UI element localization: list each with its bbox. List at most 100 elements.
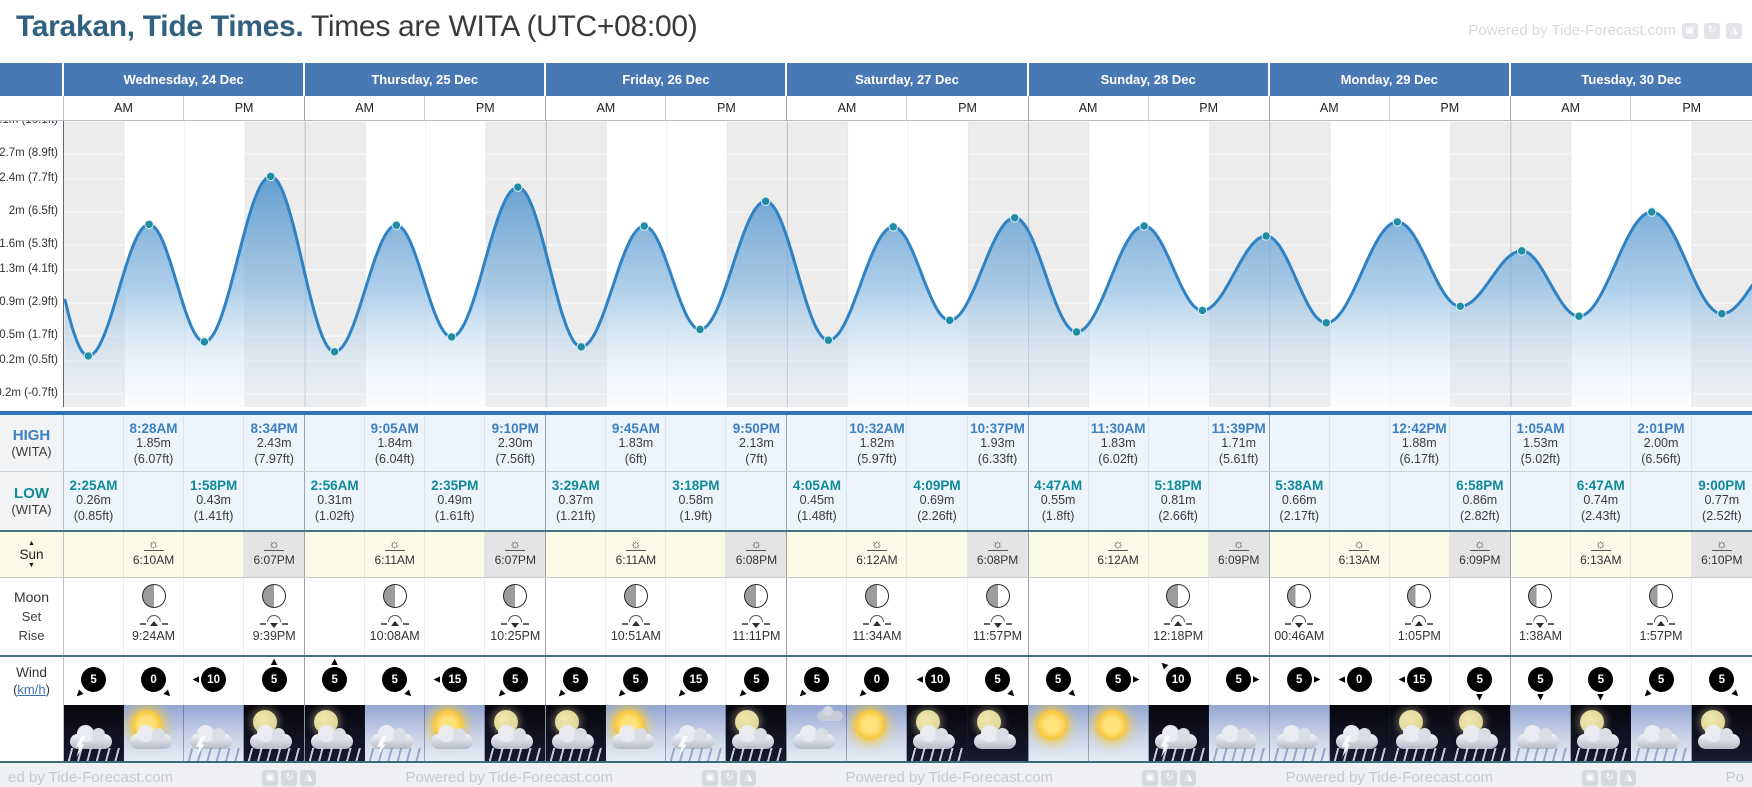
sun-cell (1631, 532, 1692, 577)
high-tide-cell: 2:01PM 2.00m (6.56ft) (1631, 415, 1692, 471)
wind-unit-link[interactable]: km/h (17, 681, 46, 697)
wind-arrow-n: ▲ (329, 656, 341, 668)
moon-cell: 12:18PM (1149, 578, 1209, 655)
tide-extreme-dot (446, 332, 457, 342)
high-tide-time: 12:42PM (1391, 421, 1447, 436)
wind-arrow-s: ▲ (1474, 691, 1486, 703)
moon-caret (149, 621, 158, 626)
high-tide-time: 9:10PM (491, 421, 539, 436)
y-axis-tick-label: 3.1m (10.1ft) (0, 121, 58, 126)
moon-day-group: 00:46AM 1:05PM (1270, 578, 1511, 655)
low-tide-row-label: LOW (WITA) (0, 472, 64, 530)
moon-caret (1174, 621, 1183, 626)
wind-row: Wind (km/h) 5 ▲ 0 ▲ 10 ▲ 5 ▲ 5 ▲ 5 ▲ 15 ▲ 5 ▲ 5 ▲ 5 ▲ 15 ▲ 5 ▲ 5… (0, 657, 1752, 705)
low-label: LOW (14, 485, 49, 502)
weather-layer-rain (1449, 748, 1510, 761)
license-badge-icon: ▣ (1142, 769, 1159, 786)
wind-direction-arrow-icon: 5 ▲ (493, 667, 528, 702)
low-tide-cell: 4:47AM 0.55m (1.8ft) (1029, 472, 1089, 530)
wind-arrow-e: ▲ (1129, 674, 1142, 685)
weather-layer-cloud (1395, 725, 1438, 749)
high-tide-height-ft: (7ft) (745, 451, 768, 466)
day-header: Sunday, 28 Dec (1028, 63, 1270, 96)
high-tide-time: 8:34PM (250, 421, 298, 436)
wind-direction-arrow-icon: 5 ▲ (1045, 667, 1081, 702)
wind-cell: 5 ▲ (546, 657, 607, 705)
tide-extreme-dot (944, 315, 955, 326)
wind-direction-arrow-icon: 5 ▲ (1467, 667, 1493, 703)
weather-day-group (1028, 705, 1270, 761)
low-tide-cell: 4:09PM 0.69m (2.26ft) (907, 472, 968, 530)
moon-rise-time: 11:34AM (852, 629, 902, 643)
moon-phase-icon (744, 584, 769, 608)
wind-direction-arrow-icon: 15 ▲ (431, 667, 468, 692)
moon-cell (1692, 578, 1752, 655)
weather-layer-rain (485, 748, 546, 761)
low-tide-height-ft: (2.17ft) (1279, 508, 1320, 523)
low-tide-day-group: 3:29AM 0.37m (1.21ft) 3:18PM 0.58m (1.9ft) (546, 472, 788, 530)
moon-caret (1295, 623, 1304, 628)
sun-cell (64, 532, 125, 577)
moonrise-icon (380, 615, 409, 627)
moon-label: Moon (13, 589, 50, 606)
high-tide-cell: 8:28AM 1.85m (6.07ft) (124, 415, 185, 471)
low-tide-height-ft: (2.26ft) (917, 508, 957, 523)
moon-caret (752, 623, 761, 628)
high-tide-height-ft: (5.97ft) (857, 451, 897, 466)
high-tide-height-m: 1.93m (980, 436, 1015, 450)
weather-layer-rain (1148, 748, 1208, 761)
page-title-timezone: Times are WITA (UTC+08:00) (303, 10, 698, 43)
wind-direction-arrow-icon: 5 ▲ (985, 667, 1020, 702)
wind-direction-arrow-icon: 10 ▲ (913, 667, 950, 692)
low-tide-height-ft: (2.66ft) (1158, 508, 1198, 523)
wind-cell: 5 ▲ (1450, 657, 1510, 705)
sunset-time: 6:09PM (1459, 553, 1501, 567)
wind-direction-arrow-icon: 5 ▲ (1588, 667, 1614, 703)
sun-row: ▲ Sun ▼ ☼ 6:10AM ☼ 6:07PM ☼ 6:11AM ☼ 6:07PM ☼ 6:1… (0, 532, 1752, 578)
moon-cell (1209, 578, 1269, 655)
high-tide-cell (305, 415, 366, 471)
weather-layer-bolt (75, 736, 86, 757)
moon-caret (390, 621, 399, 626)
sunset-time: 6:10PM (1701, 553, 1743, 567)
wind-arrow-s: ▲ (1534, 691, 1546, 703)
watermark-text: ed by Tide-Forecast.com (8, 769, 174, 786)
wind-arrow-w: ▲ (913, 674, 926, 685)
day-header: Friday, 26 Dec (546, 63, 788, 96)
weather-sunny-icon (1088, 705, 1149, 761)
moon-rise-label: Rise (18, 628, 45, 643)
sun-cell: ☼ 6:09PM (1208, 532, 1269, 577)
sun-cell: ☼ 6:13AM (1330, 532, 1390, 577)
sunrise-icon: ☼ (1349, 537, 1370, 551)
weather-layer-bolt (195, 736, 207, 757)
high-tide-time: 9:45AM (611, 421, 660, 436)
tide-extreme-dot (265, 171, 276, 182)
wind-day-group: 5 ▲ 5 ▲ 15 ▲ 5 ▲ (546, 657, 788, 705)
wind-cell: 15 ▲ (425, 657, 486, 705)
wind-cell: 5 ▲ (968, 657, 1028, 705)
weather-storm-day-icon (184, 705, 245, 761)
y-axis-tick-label: -0.2m (-0.7ft) (0, 387, 58, 399)
wind-arrow-w: ▲ (431, 674, 444, 685)
moonset-icon (260, 615, 289, 628)
moon-phase-icon (864, 584, 889, 608)
low-tide-cell (1330, 472, 1390, 530)
footer-watermark-bar: ed by Tide-Forecast.com ▣ ↻ ◮ Powered by Tid… (0, 763, 1752, 787)
sun-cell: ☼ 6:07PM (244, 532, 305, 577)
sun-day-group: ☼ 6:12AM ☼ 6:08PM (787, 532, 1029, 577)
weather-layer-cloud (1697, 725, 1740, 749)
day-header-stub (0, 63, 64, 96)
weather-layer-bolt (678, 736, 689, 757)
wind-cell: 15 ▲ (666, 657, 727, 705)
wind-direction-arrow-icon: 5 ▲ (71, 667, 107, 702)
low-tide-cell: 1:58PM 0.43m (1.41ft) (184, 472, 245, 530)
am-pm-row: AM PM AM PM AM PM AM PM AM PM AM PM AM PM (0, 96, 1752, 121)
y-axis-tick-label: 2.7m (8.9ft) (0, 147, 58, 160)
moon-cell (546, 578, 607, 655)
moonrise-icon (862, 615, 891, 627)
weather-layer-cloud (250, 725, 293, 749)
weather-rain-night-icon (546, 705, 607, 761)
tide-extreme-dot (1197, 305, 1208, 316)
license-badge-icon: ↻ (1601, 769, 1618, 786)
high-tide-height-ft: (7.56ft) (495, 451, 536, 466)
